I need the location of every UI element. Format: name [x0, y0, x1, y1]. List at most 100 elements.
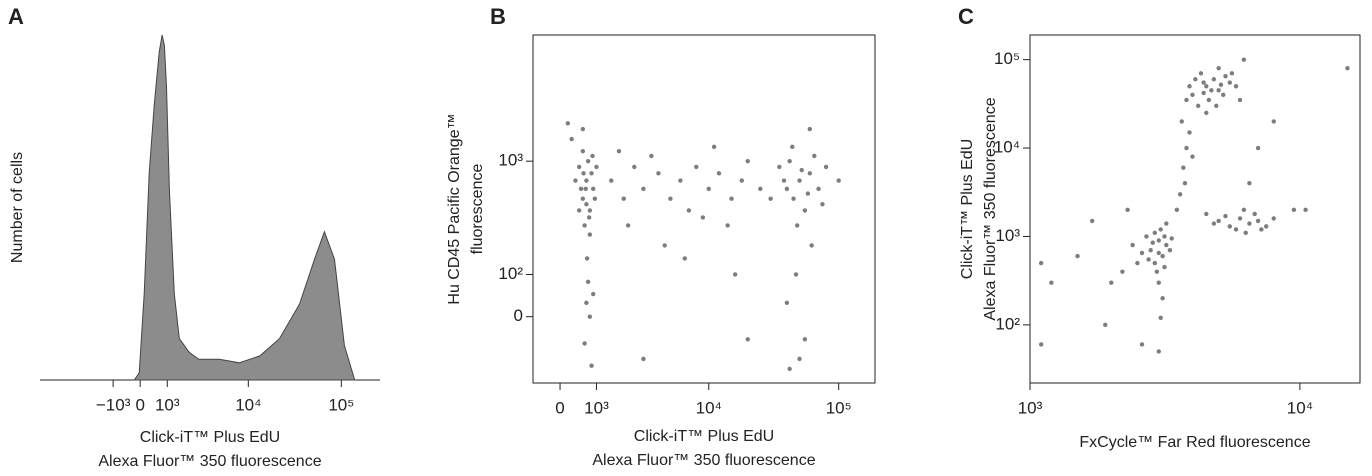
scatter-point [589, 171, 594, 176]
scatter-point [1174, 207, 1180, 213]
scatter-point [1233, 84, 1239, 89]
scatter-point [580, 149, 586, 154]
scatter-point [1156, 238, 1161, 243]
scatter-point [609, 178, 614, 183]
scatter-point [732, 272, 738, 277]
x-axis-label: FxCycle™ Far Red fluorescence [1079, 434, 1310, 451]
scatter-point [745, 158, 750, 164]
scatter-point [1144, 234, 1149, 239]
x-tick-label: −10³ [96, 395, 131, 414]
scatter-point [1156, 250, 1161, 256]
scatter-point [799, 167, 804, 173]
scatter-point [1184, 97, 1189, 103]
scatter-point [1162, 264, 1167, 270]
scatter-point [1237, 97, 1243, 103]
scatter-point [1196, 103, 1201, 109]
scatter-point [1187, 84, 1192, 89]
scatter-point [1216, 88, 1221, 93]
scatter-point [649, 153, 654, 159]
scatter-point [1139, 342, 1145, 347]
scatter-point [1201, 80, 1206, 85]
scatter-point [1075, 253, 1080, 259]
scatter-point [576, 164, 582, 170]
scatter-point [781, 178, 787, 183]
scatter-point [583, 186, 588, 192]
y-tick-label: 10³ [995, 226, 1020, 245]
scatter-point [1187, 130, 1192, 135]
scatter-point [1158, 227, 1163, 232]
scatter-point [807, 171, 813, 176]
scatter-point [1259, 227, 1264, 232]
y-tick-label: 10² [498, 264, 523, 283]
x-tick-label: 10⁴ [1287, 398, 1313, 417]
scatter-point [580, 126, 586, 132]
scatter-point [711, 144, 717, 150]
scatter-point [584, 178, 589, 183]
scatter-point [725, 223, 730, 228]
x-axis-label: Click-iT™ Plus EdU [140, 429, 280, 446]
x-tick-label: 10³ [1018, 398, 1043, 417]
scatter-point [790, 144, 795, 150]
scatter-point [686, 208, 692, 213]
scatter-point [1120, 269, 1125, 274]
scatter-point [591, 186, 596, 192]
x-tick-label: 10⁵ [328, 395, 354, 414]
scatter-point [1241, 207, 1247, 213]
scatter-point [641, 356, 646, 362]
x-tick-label: 10³ [584, 398, 609, 417]
scatter-point [1241, 57, 1247, 62]
scatter-point [1252, 211, 1257, 217]
scatter-point [584, 300, 589, 306]
scatter-point [1164, 221, 1169, 226]
scatter-point [1156, 280, 1161, 285]
plot-frame [1029, 34, 1361, 384]
scatter-point [1201, 90, 1206, 96]
scatter-point [823, 164, 829, 170]
scatter-point [1148, 247, 1153, 253]
scatter-point [632, 164, 637, 170]
scatter-point [584, 256, 590, 261]
scatter-point [787, 366, 792, 372]
scatter-point [592, 196, 598, 201]
scatter-point [802, 208, 808, 213]
scatter-point [706, 186, 711, 192]
scatter-point [791, 196, 796, 201]
scatter-point [807, 126, 813, 132]
scatter-point [758, 186, 763, 192]
y-axis-label: Alexa Fluor™ 350 fluorescence [982, 97, 999, 320]
y-tick-label: 10² [995, 314, 1020, 333]
scatter-point [836, 178, 841, 183]
scatter-point [1255, 145, 1261, 151]
scatter-point [793, 272, 799, 277]
scatter-point [1243, 230, 1248, 235]
scatter-point [582, 223, 587, 228]
scatter-point [1190, 92, 1195, 98]
scatter-point [586, 215, 592, 220]
scatter-point [1214, 103, 1219, 109]
scatter-point [784, 300, 790, 306]
scatter-point [784, 186, 790, 192]
scatter-point [569, 136, 574, 142]
scatter-point [777, 164, 782, 170]
scatter-point [585, 279, 591, 285]
scatter-point [1109, 280, 1114, 285]
plot-frame [532, 34, 876, 384]
histogram-area [133, 34, 356, 381]
scatter-point [589, 363, 594, 368]
scatter-point [1152, 230, 1157, 235]
scatter-point [716, 171, 722, 176]
scatter-point [621, 196, 626, 201]
scatter-point [812, 153, 817, 159]
scatter-point [565, 121, 571, 126]
x-axis-label: Alexa Fluor™ 350 fluorescence [592, 452, 815, 469]
y-tick-label: 10⁴ [994, 138, 1020, 157]
scatter-point [794, 223, 800, 228]
y-axis-label: Click-iT™ Plus EdU [959, 139, 976, 279]
x-tick-label: 10⁵ [826, 398, 852, 417]
scatter-point [1221, 92, 1226, 98]
y-tick-label: 10⁵ [994, 49, 1020, 68]
scatter-point [576, 208, 582, 213]
scatter-point [1179, 119, 1184, 124]
x-tick-label: 10⁴ [696, 398, 722, 417]
scatter-point [1169, 236, 1174, 241]
